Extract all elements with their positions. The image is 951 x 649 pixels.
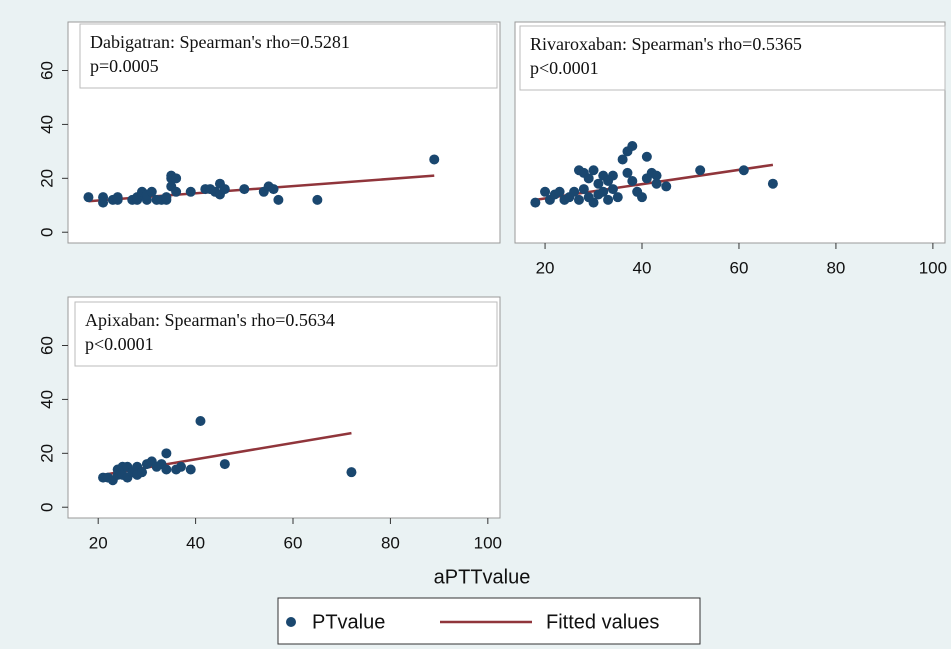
y-tick-label: 20	[37, 444, 56, 463]
point	[161, 464, 172, 475]
x-tick-label: 20	[89, 533, 108, 552]
point	[185, 464, 196, 475]
point	[569, 186, 580, 197]
x-tick-label: 80	[826, 258, 845, 277]
point	[219, 459, 230, 470]
point	[661, 181, 672, 192]
annotation-title: Rivaroxaban: Spearman's rho=0.5365	[530, 34, 802, 54]
point	[429, 154, 440, 165]
y-tick-label: 40	[37, 115, 56, 134]
point	[171, 186, 182, 197]
annotation-box	[79, 23, 498, 89]
point	[268, 184, 279, 195]
point	[627, 140, 638, 151]
point	[738, 165, 749, 176]
point	[767, 178, 778, 189]
annotation-subtitle: p<0.0001	[530, 58, 599, 78]
point	[239, 184, 250, 195]
point	[146, 186, 157, 197]
point	[219, 184, 230, 195]
point	[185, 186, 196, 197]
point	[617, 154, 628, 165]
point	[622, 167, 633, 178]
annotation-box	[74, 301, 498, 367]
point	[112, 192, 123, 203]
annotation-box	[519, 25, 946, 91]
legend-label: PTvalue	[312, 611, 385, 633]
point	[98, 192, 109, 203]
point	[603, 194, 614, 205]
point	[573, 194, 584, 205]
annotation-title: Dabigatran: Spearman's rho=0.5281	[90, 32, 350, 52]
legend-label: Fitted values	[546, 611, 659, 633]
x-tick-label: 100	[474, 533, 502, 552]
point	[612, 192, 623, 203]
annotation-subtitle: p=0.0005	[90, 56, 159, 76]
point	[346, 467, 357, 478]
annotation-subtitle: p<0.0001	[85, 334, 154, 354]
point	[637, 192, 648, 203]
point	[83, 192, 94, 203]
y-tick-label: 60	[37, 61, 56, 80]
x-tick-label: 100	[919, 258, 947, 277]
point	[583, 173, 594, 184]
x-tick-label: 80	[381, 533, 400, 552]
point	[530, 197, 541, 208]
point	[195, 415, 206, 426]
point	[695, 165, 706, 176]
point	[312, 194, 323, 205]
point	[137, 467, 148, 478]
point	[578, 184, 589, 195]
y-tick-label: 60	[37, 336, 56, 355]
x-tick-label: 40	[186, 533, 205, 552]
legend-marker	[286, 617, 296, 627]
y-tick-label: 40	[37, 390, 56, 409]
point	[588, 197, 599, 208]
point	[588, 165, 599, 176]
x-tick-label: 60	[730, 258, 749, 277]
point	[598, 186, 609, 197]
point	[540, 186, 551, 197]
x-axis-label: aPTTvalue	[434, 566, 531, 588]
point	[607, 170, 618, 181]
point	[161, 192, 172, 203]
y-tick-label: 0	[37, 227, 56, 236]
x-tick-label: 20	[536, 258, 555, 277]
point	[627, 176, 638, 187]
y-tick-label: 0	[37, 502, 56, 511]
point	[171, 173, 182, 184]
point	[161, 448, 172, 459]
x-tick-label: 40	[633, 258, 652, 277]
annotation-title: Apixaban: Spearman's rho=0.5634	[85, 310, 335, 330]
point	[607, 184, 618, 195]
x-tick-label: 60	[284, 533, 303, 552]
point	[651, 178, 662, 189]
y-tick-label: 20	[37, 169, 56, 188]
point	[554, 186, 565, 197]
point	[593, 178, 604, 189]
point	[651, 170, 662, 181]
point	[641, 151, 652, 162]
point	[175, 461, 186, 472]
point	[273, 194, 284, 205]
